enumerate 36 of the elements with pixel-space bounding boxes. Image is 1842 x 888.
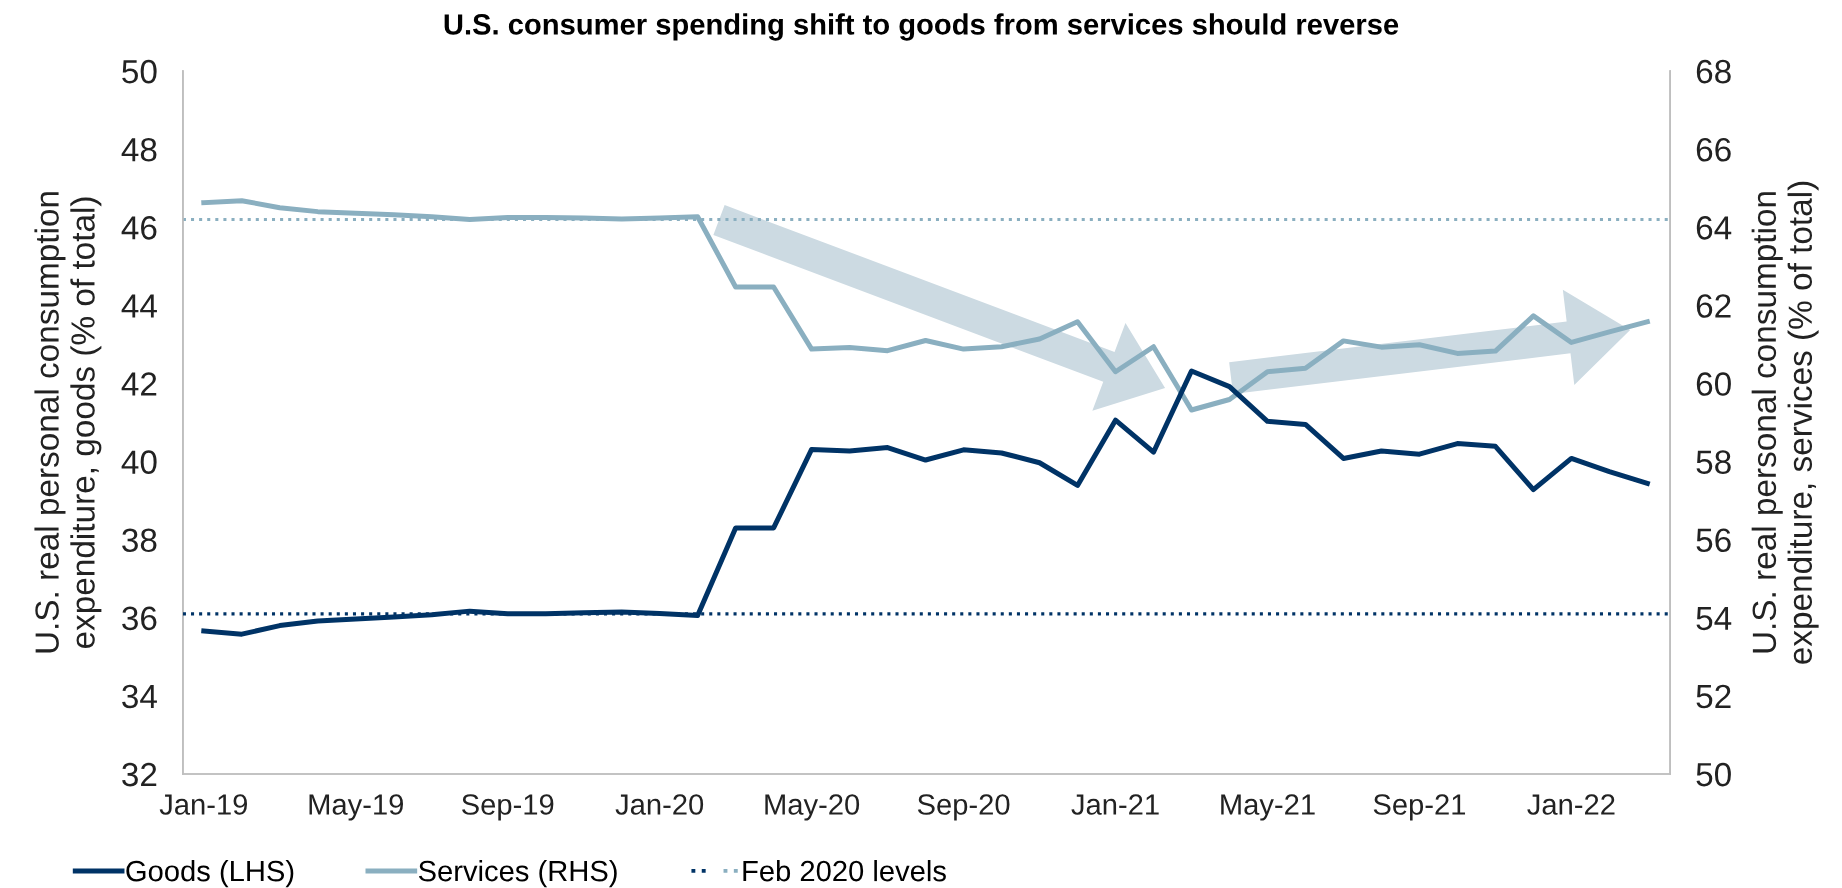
x-tick-label: Jan-19 — [159, 794, 248, 815]
y2-tick-label: 60 — [1696, 372, 1731, 396]
y-tick-label: 34 — [122, 684, 157, 709]
y-tick-label: 38 — [122, 528, 157, 553]
y-tick-label: 36 — [122, 606, 157, 631]
y2-tick-label: 68 — [1696, 59, 1731, 84]
x-tick-label: Sep-21 — [1373, 794, 1466, 821]
x-tick-label: Jan-22 — [1527, 794, 1615, 815]
chart-title: U.S. consumer spending shift to goods from services should reverse — [444, 13, 1399, 41]
y-tick-label: 48 — [121, 137, 157, 162]
y2-axis-title: U.S. real personal consumption expenditure, services (% of total) — [1751, 181, 1819, 664]
x-tick-label: May-20 — [765, 794, 860, 821]
y2-tick-label: 58 — [1696, 450, 1731, 474]
legend-label: Services (RHS) — [418, 859, 617, 888]
y2-tick-label: 52 — [1696, 684, 1731, 709]
y-tick-label: 44 — [121, 294, 157, 318]
y2-tick-label: 56 — [1696, 528, 1731, 553]
y-tick-label: 50 — [122, 59, 157, 84]
y-tick-label: 46 — [121, 216, 157, 240]
y-axis-title: U.S. real personal consumption expenditure, goods (% of total) — [34, 192, 102, 653]
x-tick-label: May-21 — [1221, 794, 1315, 821]
y2-tick-label: 54 — [1696, 606, 1732, 631]
x-tick-label: Jan-20 — [615, 794, 704, 815]
legend-label: Goods (LHS) — [126, 859, 294, 888]
y2-tick-label: 62 — [1696, 294, 1731, 318]
y2-tick-label: 50 — [1696, 762, 1731, 787]
x-tick-label: May-19 — [309, 794, 403, 821]
x-tick-label: Sep-19 — [462, 794, 554, 821]
x-tick-label: Sep-20 — [917, 794, 1010, 821]
y2-tick-label: 64 — [1696, 216, 1732, 240]
y-tick-label: 40 — [121, 450, 157, 474]
legend-label: Feb 2020 levels — [743, 859, 946, 882]
x-tick-label: Jan-21 — [1071, 794, 1159, 815]
y2-tick-label: 66 — [1696, 137, 1731, 162]
y-tick-label: 42 — [121, 372, 157, 396]
y-tick-label: 32 — [122, 762, 157, 787]
